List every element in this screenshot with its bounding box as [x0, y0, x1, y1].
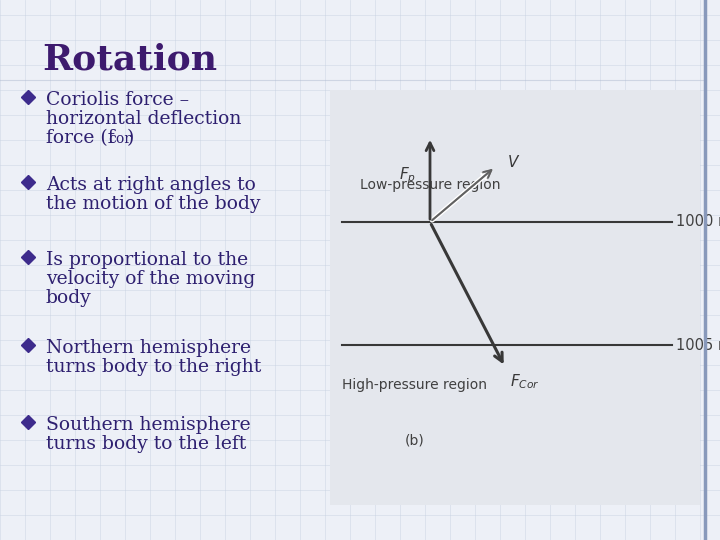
Text: turns body to the right: turns body to the right — [46, 358, 261, 376]
Text: ): ) — [127, 129, 134, 147]
Text: cor: cor — [109, 132, 132, 146]
Text: Northern hemisphere: Northern hemisphere — [46, 339, 251, 357]
Text: body: body — [46, 289, 91, 307]
Text: 1005 mbar: 1005 mbar — [676, 338, 720, 353]
Text: horizontal deflection: horizontal deflection — [46, 110, 241, 128]
Text: Southern hemisphere: Southern hemisphere — [46, 416, 251, 434]
Text: High-pressure region: High-pressure region — [343, 378, 487, 392]
Text: (b): (b) — [405, 433, 425, 447]
Text: $V$: $V$ — [507, 154, 521, 170]
Text: force (f: force (f — [46, 129, 114, 147]
Text: turns body to the left: turns body to the left — [46, 435, 246, 453]
Text: 1000 mbar: 1000 mbar — [676, 214, 720, 230]
Text: Is proportional to the: Is proportional to the — [46, 251, 248, 269]
Text: Rotation: Rotation — [42, 42, 217, 76]
FancyBboxPatch shape — [330, 90, 700, 505]
Text: the motion of the body: the motion of the body — [46, 195, 261, 213]
Text: Acts at right angles to: Acts at right angles to — [46, 176, 256, 194]
Text: velocity of the moving: velocity of the moving — [46, 270, 256, 288]
Text: $F_p$: $F_p$ — [400, 165, 416, 186]
Text: Coriolis force –: Coriolis force – — [46, 91, 189, 109]
Text: $F_{Cor}$: $F_{Cor}$ — [510, 372, 540, 391]
Text: Low-pressure region: Low-pressure region — [360, 178, 500, 192]
